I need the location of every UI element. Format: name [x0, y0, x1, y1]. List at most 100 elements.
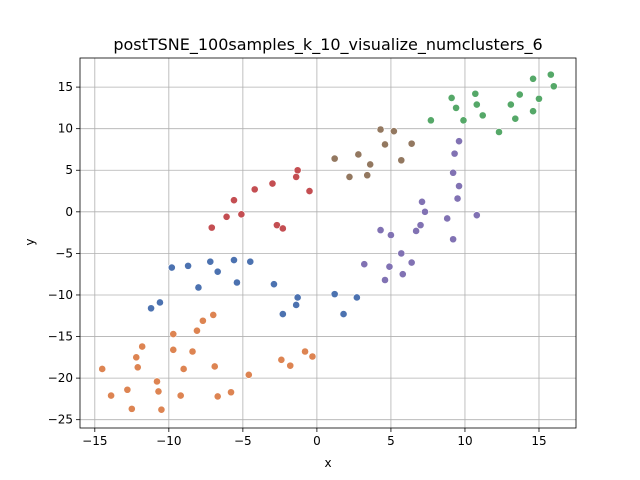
- data-point-cluster-5: [449, 168, 458, 177]
- data-point-cluster-1: [147, 304, 155, 313]
- data-point-cluster-6: [397, 156, 406, 165]
- data-point-cluster-1: [352, 293, 361, 302]
- data-point-cluster-5: [455, 137, 463, 146]
- x-tick-label: 0: [313, 434, 321, 448]
- data-point-cluster-6: [389, 127, 398, 136]
- plot-frame: [79, 57, 577, 429]
- data-point-cluster-3: [472, 100, 481, 109]
- data-point-cluster-2: [133, 363, 142, 372]
- x-tick-label: −5: [234, 434, 252, 448]
- y-tick-label: 10: [58, 122, 73, 136]
- data-point-cluster-5: [376, 226, 385, 235]
- data-point-cluster-3: [546, 70, 555, 79]
- x-tick-label: −15: [82, 434, 107, 448]
- x-tick-label: 5: [387, 434, 395, 448]
- data-point-cluster-5: [387, 231, 395, 240]
- data-point-cluster-1: [213, 267, 222, 276]
- data-point-cluster-4: [207, 223, 216, 232]
- data-point-cluster-6: [345, 172, 354, 181]
- data-point-cluster-3: [447, 94, 456, 102]
- data-point-cluster-2: [132, 353, 141, 362]
- data-point-cluster-1: [270, 280, 278, 289]
- data-point-cluster-3: [452, 103, 460, 112]
- data-point-cluster-5: [381, 276, 389, 284]
- data-point-cluster-2: [179, 365, 188, 373]
- data-point-cluster-6: [381, 140, 389, 149]
- data-point-cluster-5: [412, 227, 420, 235]
- data-point-cluster-3: [427, 116, 435, 125]
- data-point-cluster-1: [184, 261, 192, 270]
- data-point-cluster-5: [455, 182, 463, 190]
- data-point-cluster-4: [292, 172, 301, 181]
- data-point-cluster-2: [154, 387, 163, 396]
- data-point-cluster-3: [515, 90, 524, 99]
- data-point-cluster-2: [157, 405, 166, 414]
- data-point-cluster-4: [237, 210, 246, 219]
- data-point-cluster-2: [176, 391, 185, 400]
- data-points: [98, 70, 558, 414]
- data-point-cluster-1: [233, 278, 241, 287]
- data-point-cluster-3: [471, 89, 480, 98]
- data-point-cluster-1: [330, 290, 339, 299]
- data-point-cluster-1: [194, 283, 203, 292]
- y-tick-label: −10: [48, 288, 73, 302]
- data-point-cluster-2: [123, 385, 132, 394]
- data-point-cluster-2: [127, 404, 136, 413]
- data-point-cluster-5: [450, 149, 459, 158]
- axis-ticks: −15 −10 −5 0 5 10 15 −25 −20 −15 −10 −5 0 5 10 15: [48, 80, 547, 448]
- data-point-cluster-1: [339, 310, 348, 318]
- data-point-cluster-5: [443, 214, 452, 223]
- chart-title: postTSNE_100samples_k_10_visualize_numcl…: [113, 35, 542, 55]
- data-point-cluster-4: [293, 166, 302, 175]
- data-point-cluster-1: [246, 257, 255, 266]
- data-point-cluster-6: [376, 125, 385, 134]
- y-tick-label: −15: [48, 330, 73, 344]
- y-tick-label: −5: [55, 246, 73, 260]
- data-point-cluster-3: [535, 94, 543, 103]
- data-point-cluster-1: [292, 301, 301, 309]
- data-point-cluster-5: [453, 194, 462, 203]
- data-point-cluster-5: [385, 262, 394, 271]
- data-point-cluster-1: [206, 257, 215, 266]
- data-point-cluster-1: [156, 298, 164, 307]
- data-point-cluster-3: [529, 74, 537, 83]
- data-point-cluster-2: [286, 361, 295, 370]
- data-point-cluster-4: [230, 196, 238, 205]
- data-point-cluster-3: [459, 116, 468, 125]
- data-point-cluster-6: [354, 150, 363, 159]
- data-point-cluster-3: [511, 114, 520, 123]
- y-tick-label: 15: [58, 80, 73, 94]
- data-point-cluster-1: [167, 263, 176, 272]
- data-point-cluster-6: [407, 139, 416, 148]
- y-tick-label: −20: [48, 371, 73, 385]
- data-point-cluster-2: [188, 347, 197, 356]
- y-tick-label: −25: [48, 413, 73, 427]
- x-tick-label: −10: [156, 434, 181, 448]
- data-point-cluster-2: [210, 362, 219, 371]
- y-axis-label: y: [23, 238, 37, 245]
- y-tick-label: 5: [65, 163, 73, 177]
- data-point-cluster-2: [213, 392, 222, 401]
- x-tick-label: 15: [531, 434, 546, 448]
- data-point-cluster-2: [277, 355, 286, 364]
- data-point-cluster-5: [407, 258, 416, 267]
- data-point-cluster-1: [293, 293, 302, 302]
- data-point-cluster-2: [193, 326, 201, 335]
- data-point-cluster-2: [301, 347, 309, 356]
- data-point-cluster-2: [169, 345, 178, 354]
- data-point-cluster-2: [227, 388, 235, 397]
- data-point-cluster-2: [198, 316, 207, 325]
- data-point-cluster-4: [305, 187, 314, 195]
- data-point-cluster-5: [472, 211, 481, 220]
- data-point-cluster-5: [449, 235, 458, 244]
- data-point-cluster-3: [478, 111, 487, 120]
- data-point-cluster-5: [397, 249, 406, 258]
- x-axis-label: x: [324, 456, 331, 470]
- y-tick-label: 0: [65, 205, 73, 219]
- data-point-cluster-2: [244, 370, 253, 379]
- data-point-cluster-2: [153, 377, 161, 386]
- data-point-cluster-2: [209, 311, 218, 319]
- data-point-cluster-4: [250, 185, 259, 194]
- data-point-cluster-6: [330, 154, 339, 163]
